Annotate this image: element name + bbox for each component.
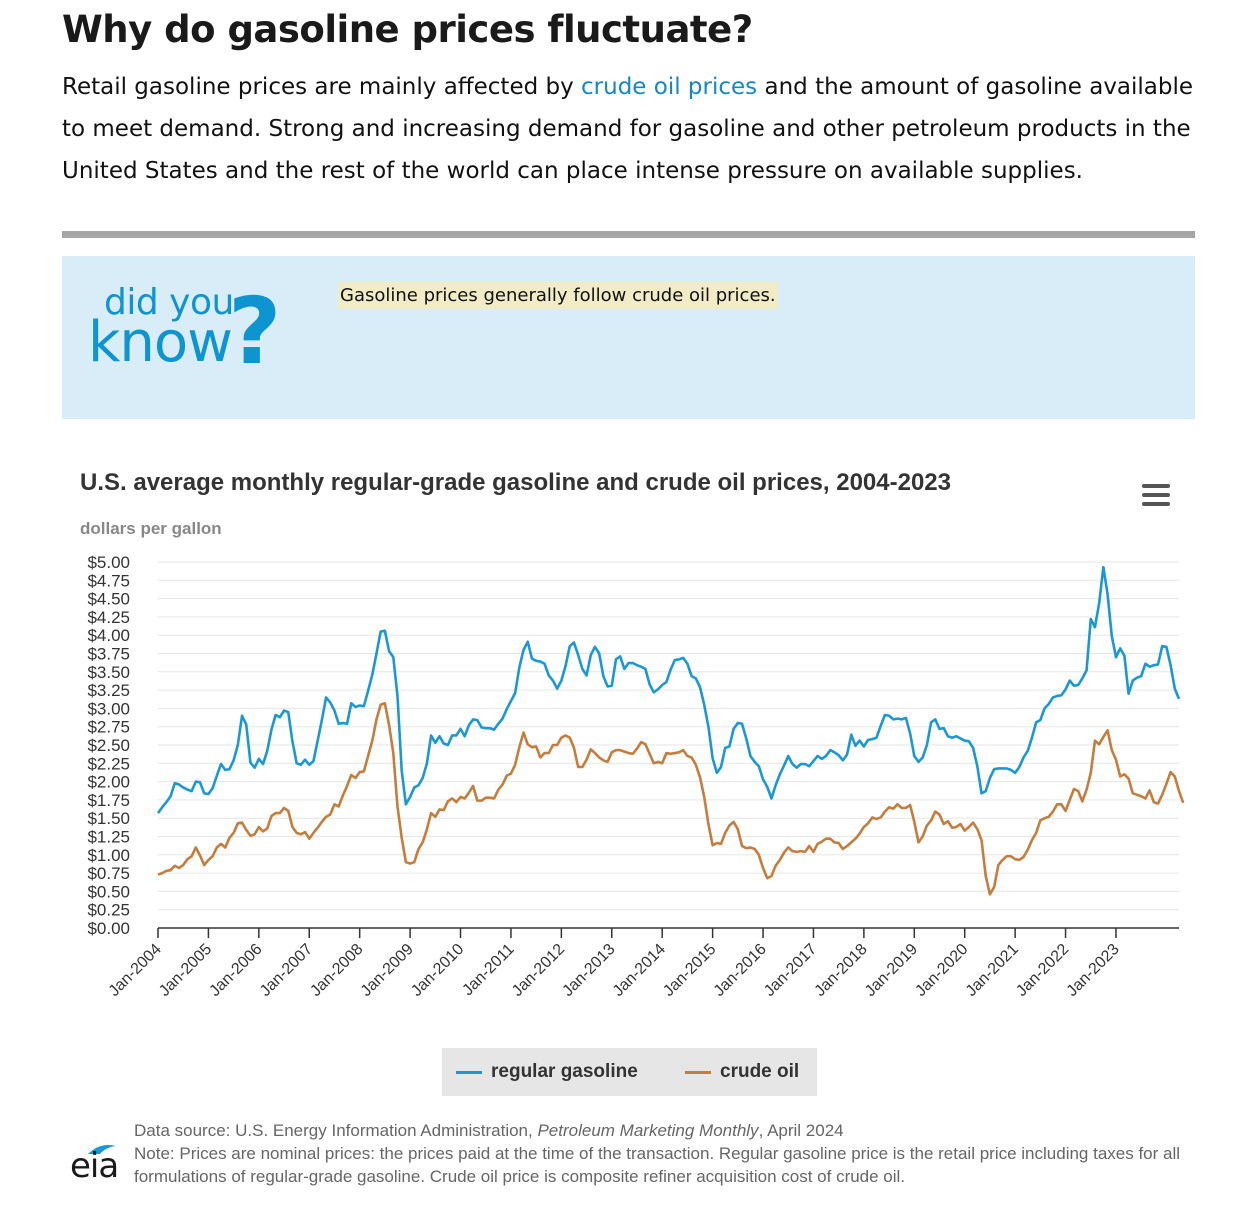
chart-legend: regular gasoline crude oil bbox=[442, 1048, 817, 1096]
series-line-gasoline bbox=[156, 565, 1181, 814]
x-tick-label: Jan-2018 bbox=[812, 941, 871, 1000]
did-you-know-fact: Gasoline prices generally follow crude o… bbox=[338, 282, 778, 309]
x-tick-label: Jan-2016 bbox=[711, 941, 770, 1000]
know-text: know bbox=[88, 310, 233, 375]
page-heading: Why do gasoline prices fluctuate? bbox=[62, 8, 753, 51]
y-tick-label: $1.25 bbox=[87, 828, 130, 847]
x-tick-label: Jan-2005 bbox=[156, 941, 215, 1000]
x-axis: Jan-2004Jan-2005Jan-2006Jan-2007Jan-2008… bbox=[106, 927, 1179, 1000]
did-you-know-box: did you know ? Gasoline prices generally… bbox=[62, 256, 1195, 419]
legend-item-gasoline[interactable]: regular gasoline bbox=[456, 1048, 638, 1096]
x-tick-label: Jan-2012 bbox=[509, 941, 568, 1000]
y-tick-label: $5.00 bbox=[87, 553, 130, 572]
legend-item-crude[interactable]: crude oil bbox=[685, 1048, 799, 1096]
x-tick-label: Jan-2020 bbox=[912, 941, 971, 1000]
intro-paragraph: Retail gasoline prices are mainly affect… bbox=[62, 66, 1202, 192]
y-tick-label: $4.00 bbox=[87, 626, 130, 645]
crude-oil-prices-link[interactable]: crude oil prices bbox=[581, 74, 758, 100]
y-tick-label: $3.25 bbox=[87, 681, 130, 700]
eia-logo bbox=[88, 1145, 116, 1154]
y-tick-label: $3.00 bbox=[87, 699, 130, 718]
legend-swatch-crude bbox=[685, 1070, 711, 1074]
x-tick-label: Jan-2009 bbox=[358, 941, 417, 1000]
section-divider bbox=[62, 231, 1195, 238]
y-tick-label: $2.25 bbox=[87, 754, 130, 773]
chart-notes: Data source: U.S. Energy Information Adm… bbox=[134, 1119, 1194, 1188]
y-tick-label: $3.75 bbox=[87, 645, 130, 664]
y-tick-label: $0.00 bbox=[87, 919, 130, 938]
x-tick-label: Jan-2010 bbox=[408, 941, 467, 1000]
y-tick-label: $0.25 bbox=[87, 901, 130, 920]
intro-text-after: and the amount of gasoline available to … bbox=[62, 74, 1194, 184]
y-tick-label: $0.75 bbox=[87, 864, 130, 883]
y-tick-label: $1.00 bbox=[87, 846, 130, 865]
eia-logo-text: eia bbox=[70, 1146, 119, 1186]
chart-grid bbox=[158, 561, 1179, 911]
x-tick-label: Jan-2019 bbox=[862, 941, 921, 1000]
hamburger-menu-icon[interactable] bbox=[1142, 484, 1170, 510]
y-tick-label: $3.50 bbox=[87, 663, 130, 682]
question-mark-icon: ? bbox=[228, 278, 282, 385]
did-you-text: did you bbox=[104, 282, 234, 323]
x-tick-label: Jan-2006 bbox=[206, 941, 265, 1000]
y-tick-label: $0.50 bbox=[87, 882, 130, 901]
chart-series bbox=[156, 565, 1185, 896]
y-tick-label: $2.50 bbox=[87, 736, 130, 755]
x-tick-label: Jan-2004 bbox=[106, 941, 165, 1000]
x-tick-label: Jan-2014 bbox=[610, 941, 669, 1000]
x-tick-label: Jan-2021 bbox=[963, 941, 1022, 1000]
x-tick-label: Jan-2013 bbox=[559, 941, 618, 1000]
x-tick-label: Jan-2017 bbox=[761, 941, 820, 1000]
y-axis-label: dollars per gallon bbox=[80, 519, 222, 538]
y-tick-label: $4.25 bbox=[87, 608, 130, 627]
chart-title: U.S. average monthly regular-grade gasol… bbox=[80, 469, 951, 496]
y-tick-label: $1.75 bbox=[87, 791, 130, 810]
series-line-crude bbox=[157, 701, 1185, 896]
x-tick-label: Jan-2015 bbox=[660, 941, 719, 1000]
y-tick-label: $4.75 bbox=[87, 571, 130, 590]
y-tick-label: $1.50 bbox=[87, 809, 130, 828]
x-tick-label: Jan-2008 bbox=[307, 941, 366, 1000]
legend-swatch-gasoline bbox=[456, 1070, 482, 1074]
y-axis-ticks: $0.00$0.25$0.50$0.75$1.00$1.25$1.50$1.75… bbox=[87, 553, 130, 938]
price-note: Note: Prices are nominal prices: the pri… bbox=[134, 1144, 1181, 1186]
x-tick-label: Jan-2023 bbox=[1064, 941, 1123, 1000]
y-tick-label: $4.50 bbox=[87, 590, 130, 609]
x-tick-label: Jan-2007 bbox=[257, 941, 316, 1000]
intro-text-before: Retail gasoline prices are mainly affect… bbox=[62, 74, 582, 100]
x-tick-label: Jan-2011 bbox=[459, 941, 517, 999]
data-source: Data source: U.S. Energy Information Adm… bbox=[134, 1121, 844, 1140]
legend-label-gasoline: regular gasoline bbox=[491, 1061, 638, 1082]
y-tick-label: $2.00 bbox=[87, 773, 130, 792]
x-tick-label: Jan-2022 bbox=[1013, 941, 1072, 1000]
y-tick-label: $2.75 bbox=[87, 718, 130, 737]
legend-label-crude: crude oil bbox=[720, 1061, 800, 1082]
